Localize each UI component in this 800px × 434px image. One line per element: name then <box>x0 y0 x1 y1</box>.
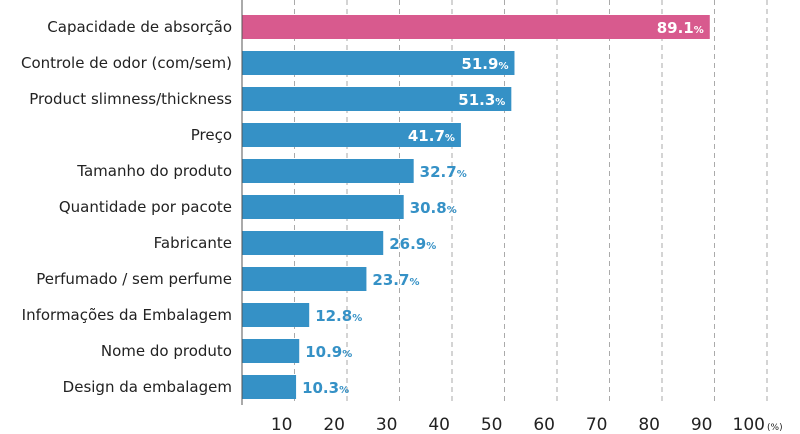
bar <box>242 51 515 75</box>
value-label: 10.9% <box>305 343 352 361</box>
category-label: Nome do produto <box>101 342 232 360</box>
x-tick-label: 10 <box>271 415 293 434</box>
bar <box>242 159 414 183</box>
x-tick-label: 40 <box>428 415 450 434</box>
bar <box>242 375 297 399</box>
category-label: Perfumado / sem perfume <box>36 270 232 288</box>
value-label: 32.7% <box>420 163 467 181</box>
value-label: 41.7% <box>408 127 455 145</box>
value-label: 51.9% <box>461 55 508 73</box>
x-tick-label: 60 <box>533 415 555 434</box>
category-label: Design da embalagem <box>63 378 232 396</box>
bar <box>242 231 384 255</box>
x-axis-unit: (%) <box>767 423 783 433</box>
value-label: 30.8% <box>410 199 457 217</box>
x-tick-label: 100 <box>733 415 765 434</box>
value-label: 89.1% <box>657 19 704 37</box>
category-labels: Capacidade de absorção Controle de odor (… <box>21 18 232 396</box>
x-tick-label: 20 <box>323 415 345 434</box>
category-label: Quantidade por pacote <box>59 198 232 216</box>
value-labels: 89.1% 51.9% 51.3%41.7% 32.7% 30.8% 26.9% 23.7%… <box>302 19 704 397</box>
x-tick-label: 70 <box>586 415 608 434</box>
bar <box>242 303 310 327</box>
value-label: 23.7% <box>372 271 419 289</box>
bar <box>242 15 710 39</box>
bars <box>242 15 710 399</box>
category-label: Fabricante <box>154 234 232 252</box>
category-label: Product slimness/thickness <box>29 90 232 108</box>
category-label: Preço <box>191 126 232 144</box>
value-label: 10.3% <box>302 379 349 397</box>
bar <box>242 87 512 111</box>
x-tick-label: 80 <box>638 415 660 434</box>
x-tick-label: 30 <box>376 415 398 434</box>
bar <box>242 123 461 147</box>
value-label: 51.3% <box>458 91 505 109</box>
x-axis-ticks: 10 20 30 40 50 60 70 80 90 100 (%) <box>271 415 783 434</box>
category-label: Informações da Embalagem <box>22 306 232 324</box>
x-tick-label: 50 <box>481 415 503 434</box>
value-label: 26.9% <box>389 235 436 253</box>
category-label: Tamanho do produto <box>76 162 232 180</box>
value-label: 12.8% <box>315 307 362 325</box>
x-tick-label: 90 <box>691 415 713 434</box>
bar <box>242 267 367 291</box>
bar <box>242 195 404 219</box>
bar <box>242 339 300 363</box>
category-label: Capacidade de absorção <box>47 18 232 36</box>
category-label: Controle de odor (com/sem) <box>21 54 232 72</box>
